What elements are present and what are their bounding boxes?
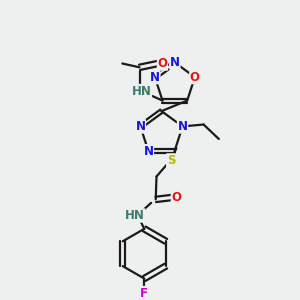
Text: N: N xyxy=(170,56,180,69)
Text: N: N xyxy=(150,70,160,84)
Text: S: S xyxy=(167,154,175,167)
Text: HN: HN xyxy=(125,209,145,222)
Text: N: N xyxy=(143,145,153,158)
Text: O: O xyxy=(190,70,200,84)
Text: N: N xyxy=(178,120,188,133)
Text: N: N xyxy=(135,120,146,133)
Text: O: O xyxy=(171,191,182,204)
Text: O: O xyxy=(158,57,167,70)
Text: F: F xyxy=(140,286,148,300)
Text: HN: HN xyxy=(131,85,152,98)
